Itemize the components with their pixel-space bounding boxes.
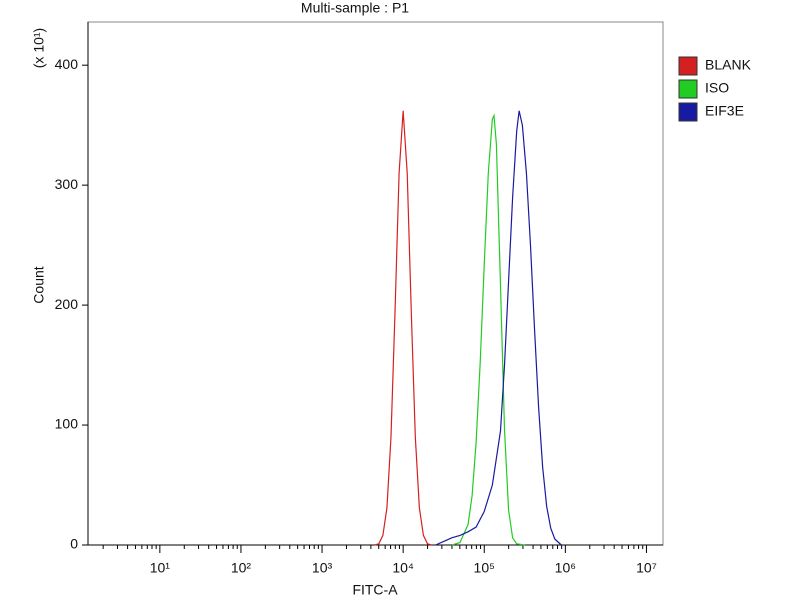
legend-swatch — [678, 56, 698, 76]
y-tick-label: 0 — [70, 536, 78, 552]
legend-label: ISO — [705, 80, 729, 96]
histogram-line — [435, 110, 562, 546]
legend-swatch — [678, 79, 698, 99]
y-tick-label: 400 — [55, 56, 79, 72]
x-tick-label: 10² — [231, 560, 252, 576]
histogram-line — [374, 110, 432, 546]
y-multiplier: (x 10¹) — [31, 28, 47, 68]
chart-title: Multi-sample : P1 — [301, 0, 409, 16]
x-axis-label: FITC-A — [352, 582, 398, 598]
y-axis-label: Count — [31, 266, 47, 303]
legend-swatch — [678, 102, 698, 122]
x-tick-label: 10⁶ — [555, 560, 576, 576]
y-tick-label: 100 — [55, 416, 79, 432]
legend-label: EIF3E — [705, 103, 744, 119]
x-tick-label: 10⁵ — [474, 560, 495, 576]
x-tick-label: 10⁴ — [392, 560, 414, 576]
legend-label: BLANK — [705, 57, 752, 73]
y-tick-label: 200 — [55, 296, 79, 312]
x-tick-label: 10³ — [312, 560, 333, 576]
histogram-line — [451, 113, 525, 546]
x-tick-label: 10⁷ — [636, 560, 657, 576]
x-tick-label: 10¹ — [150, 560, 171, 576]
y-tick-label: 300 — [55, 176, 79, 192]
